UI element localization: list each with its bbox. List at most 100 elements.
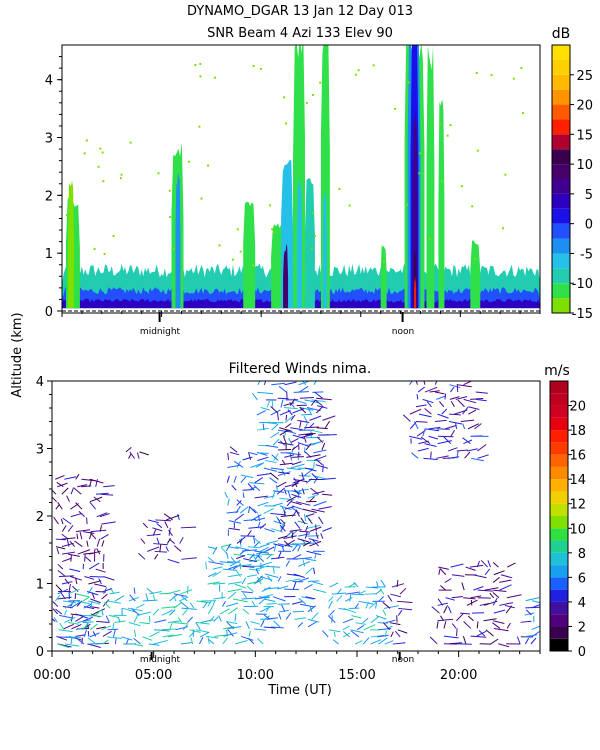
wind-barb — [159, 544, 162, 552]
colorbar-tick-label: 18 — [569, 424, 586, 439]
wind-barb — [283, 406, 298, 410]
wind-barb — [492, 577, 500, 583]
wind-barb — [270, 406, 279, 414]
wind-barb — [298, 597, 307, 605]
wind-barb — [429, 390, 440, 393]
wind-barb — [256, 576, 262, 585]
colorbar-tick-label: 0 — [578, 645, 586, 660]
wind-barb — [87, 643, 101, 648]
wind-barb — [255, 568, 259, 575]
wind-barb — [444, 393, 447, 400]
wind-barb — [467, 448, 478, 452]
wind-barb — [290, 501, 302, 506]
colorbar-tick-label: 15 — [576, 128, 593, 143]
wind-barb — [156, 537, 160, 544]
wind-barb — [169, 609, 176, 616]
colorbar-swatch — [550, 552, 568, 566]
snr-region — [412, 111, 418, 309]
wind-barb — [153, 543, 168, 546]
snr-speckle — [172, 247, 175, 250]
wind-barb — [462, 406, 469, 415]
wind-barb — [443, 605, 448, 614]
wind-barb — [499, 602, 514, 606]
wind-barb — [424, 443, 437, 447]
wind-barb — [365, 586, 378, 589]
wind-barb — [279, 427, 292, 432]
wind-barb — [153, 640, 168, 645]
wind-barb — [68, 584, 71, 592]
wind-barb — [248, 506, 257, 514]
snr-speckle — [236, 228, 239, 231]
wind-barb — [304, 514, 307, 522]
wind-barb — [251, 600, 256, 607]
wind-barb — [309, 605, 313, 613]
wind-barb — [462, 423, 466, 430]
wind-barb — [83, 603, 92, 609]
wind-barb — [298, 533, 310, 537]
wind-barb — [88, 562, 100, 570]
snr-speckle — [101, 151, 104, 154]
wind-barb — [264, 587, 280, 590]
wind-barb — [492, 562, 499, 568]
snr-speckle — [268, 204, 271, 207]
wind-barb — [252, 508, 259, 514]
wind-barb — [64, 476, 77, 480]
snr-speckle — [239, 250, 242, 253]
wind-barb — [437, 440, 453, 445]
wind-barb — [451, 574, 465, 577]
wind-barb — [267, 575, 273, 582]
wind-barb — [307, 408, 313, 416]
wind-barb — [345, 591, 360, 595]
wind-barb — [307, 493, 319, 499]
wind-barb — [205, 561, 208, 570]
wind-barb — [241, 597, 257, 600]
wind-barb — [303, 583, 313, 590]
wind-barb — [227, 591, 237, 600]
snr-speckle — [475, 71, 478, 74]
snr-region — [414, 276, 417, 309]
wind-barb — [472, 574, 487, 579]
time-tick-label: 15:00 — [338, 668, 375, 683]
wind-barb — [318, 516, 324, 525]
wind-barb — [300, 603, 315, 608]
time-tick-label: 20:00 — [440, 668, 477, 683]
wind-barb — [438, 568, 441, 575]
snr-speckle — [97, 165, 100, 168]
wind-barb — [138, 552, 146, 560]
wind-barb — [270, 512, 286, 516]
wind-barb — [177, 513, 180, 521]
wind-barb — [236, 564, 252, 567]
colorbar-swatch — [550, 442, 568, 455]
wind-barb — [525, 637, 530, 645]
wind-barb — [241, 577, 247, 585]
wind-barb — [276, 481, 287, 488]
wind-barb — [263, 594, 274, 598]
colorbar-tick-label: 0 — [585, 218, 593, 233]
wind-barb — [242, 592, 248, 600]
wind-barb — [241, 474, 254, 479]
snr-region — [175, 172, 181, 309]
wind-barb — [478, 630, 486, 637]
wind-barb — [297, 490, 301, 499]
wind-barb — [165, 546, 169, 552]
wind-barb — [286, 530, 294, 537]
colorbar-swatch — [552, 59, 570, 75]
wind-barb — [310, 399, 316, 406]
snr-speckle — [102, 180, 105, 183]
wind-barb — [321, 434, 337, 436]
wind-barb — [228, 607, 238, 615]
wind-barb — [58, 575, 74, 578]
wind-barb — [489, 592, 494, 599]
wind-barb — [154, 550, 167, 553]
wind-barb — [307, 621, 318, 628]
snr-speckle — [103, 252, 106, 255]
wind-barb — [451, 596, 463, 599]
wind-barb — [302, 559, 306, 567]
colorbar-swatch — [550, 491, 568, 504]
wind-barb — [356, 624, 365, 631]
wind-barb — [266, 553, 273, 560]
wind-barb — [70, 638, 73, 645]
colorbar-tick-label: -5 — [580, 247, 593, 262]
wind-barb — [297, 520, 308, 525]
